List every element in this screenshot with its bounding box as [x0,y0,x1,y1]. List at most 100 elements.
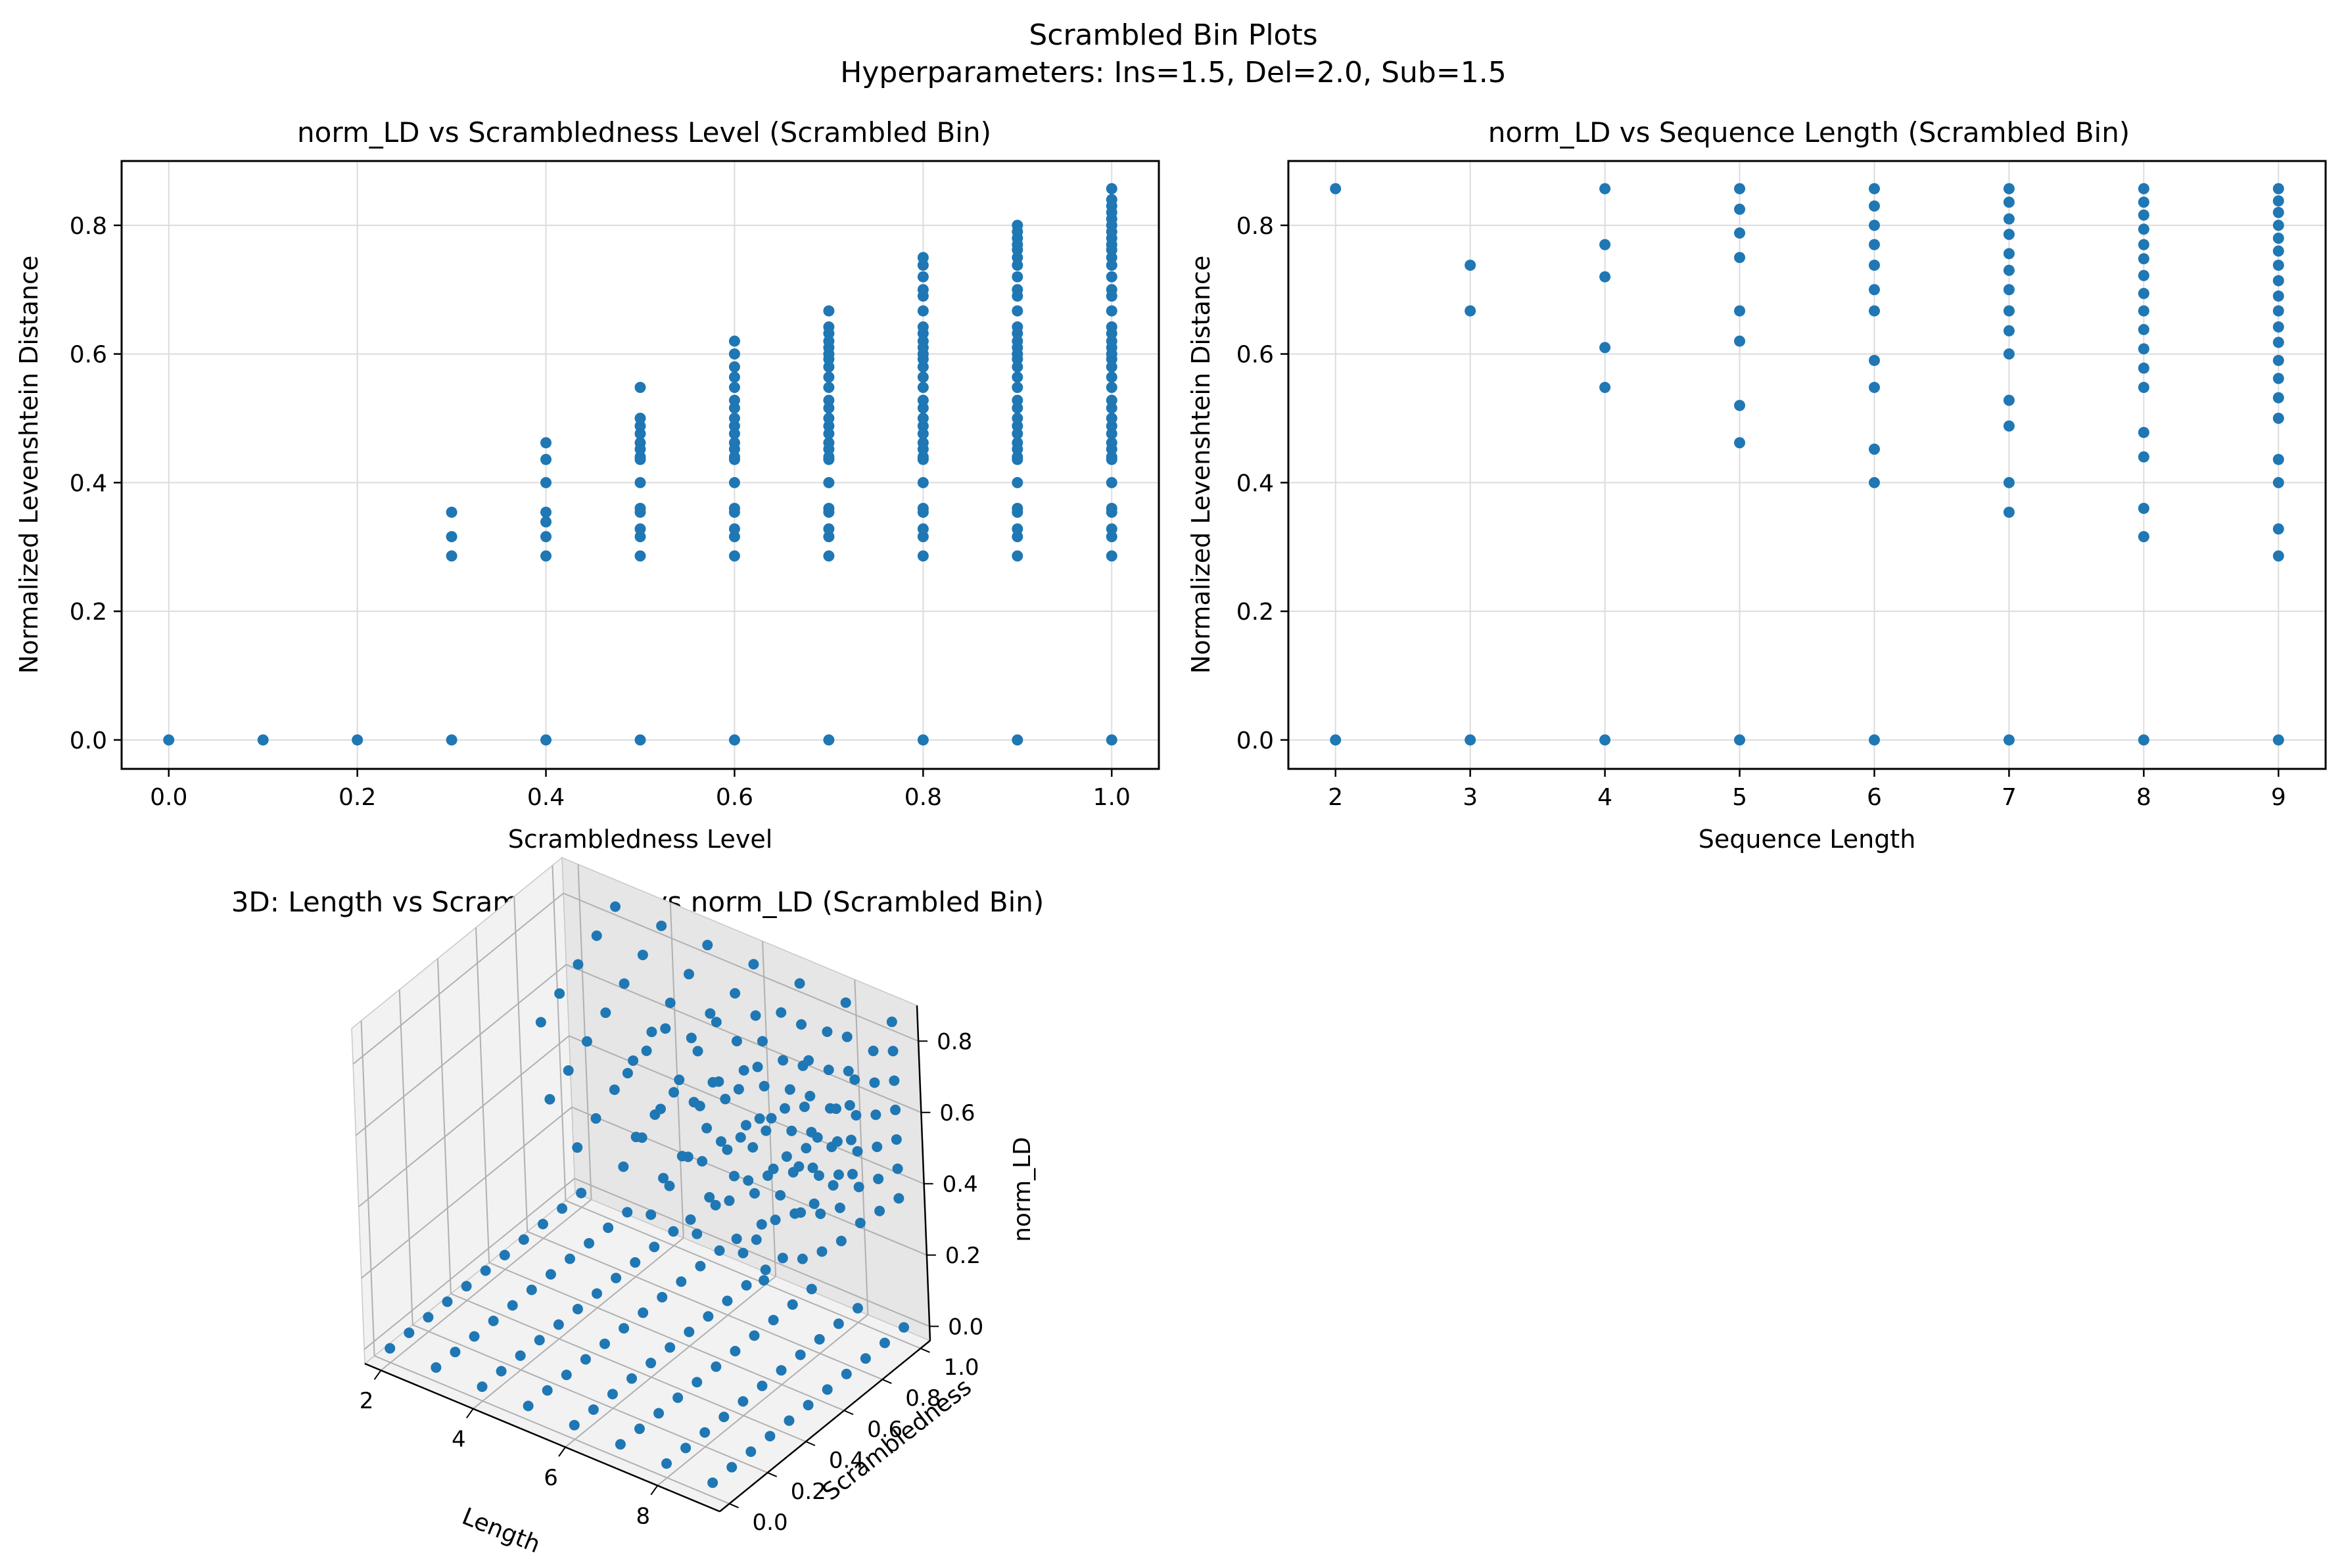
data-point [757,1380,768,1391]
data-point [534,1335,545,1346]
y-tick-label: 0.6 [1236,342,1274,369]
data-point [730,1345,741,1356]
data-point [823,371,835,383]
data-point [834,1202,845,1213]
data-point [852,1145,863,1157]
data-point [879,1337,890,1349]
data-point [1868,183,1880,195]
x-tick-label: 8 [636,1504,651,1530]
data-point [592,1288,603,1299]
data-point [660,1023,671,1034]
data-point [741,1280,752,1291]
z-axis-line [916,1005,931,1341]
data-point [750,1010,761,1021]
data-point [697,1156,708,1167]
data-point [665,998,676,1009]
data-point [1330,183,1342,195]
data-point [844,1099,855,1111]
data-point [823,335,835,347]
data-point [728,1170,739,1182]
data-point [833,1318,844,1329]
x-tick-label: 0.4 [527,784,565,811]
data-point [526,1284,537,1295]
data-point [488,1316,499,1327]
data-point [813,1170,824,1181]
data-point [1868,200,1880,212]
data-point [830,1103,841,1115]
data-point [728,476,740,488]
plot-frame [120,160,1160,770]
data-points [163,183,1117,746]
data-point [840,997,851,1008]
data-point [751,1234,762,1245]
back-grid-line [574,1178,930,1327]
data-point [2138,427,2149,438]
data-point [695,1260,706,1272]
data-point [2003,229,2015,241]
data-point [1012,252,1023,264]
data-point [615,1439,626,1450]
data-point [2272,453,2284,465]
data-point [1012,321,1023,333]
data-point [446,531,457,543]
data-point [2138,305,2149,317]
data-point [2003,348,2015,360]
data-point [1599,734,1611,746]
data-point [852,1303,863,1314]
data-point [2272,476,2284,488]
data-point [599,1338,610,1349]
data-point [2003,506,2015,518]
data-point [2138,253,2149,265]
data-point [749,1330,760,1341]
data-point [917,371,929,383]
data-point [874,1205,885,1216]
data-point [917,305,929,317]
y-tick-label: 0.8 [905,1385,941,1412]
data-point [917,321,929,333]
data-point [1012,335,1023,347]
data-point [619,1323,630,1334]
data-point [917,531,929,543]
data-point [815,1208,826,1219]
data-point [806,1283,817,1295]
data-point [1868,219,1880,231]
data-point [540,437,552,449]
data-point [2272,305,2284,317]
data-point [518,1234,529,1245]
data-point [1106,260,1117,271]
x-tick-label: 2 [360,1388,374,1414]
data-point [917,252,929,264]
data-point [728,550,740,562]
data-point [618,1161,629,1172]
data-point [759,1275,770,1286]
y-tick-label: 0.4 [1236,470,1274,497]
data-point [576,1188,587,1199]
data-point [607,1389,618,1400]
floor-grid-line [565,1276,776,1448]
data-point [738,1065,749,1076]
data-point [496,1366,507,1377]
data-point [1330,734,1342,746]
y-tick-label: 0.4 [829,1448,864,1474]
data-point [823,420,835,432]
data-point [768,1163,779,1174]
data-point [718,1412,730,1423]
x-tick-label: 0.0 [150,784,187,811]
data-point [2272,321,2284,333]
data-point [352,734,364,746]
data-point [507,1300,518,1311]
data-point [404,1327,415,1339]
data-point [1012,451,1023,463]
y-axis-line [719,1340,931,1512]
x-tick-mark [558,1446,566,1457]
data-point [634,382,646,394]
left-grid-line [355,963,567,1136]
data-point [565,1253,576,1264]
data-point [754,1113,765,1124]
data-point [692,1377,703,1388]
data-point [728,402,740,414]
data-point [728,382,740,394]
figure-subtitle: Hyperparameters: Ins=1.5, Del=2.0, Sub=1… [840,56,1506,89]
data-point [1012,523,1023,535]
data-point [2138,223,2149,235]
